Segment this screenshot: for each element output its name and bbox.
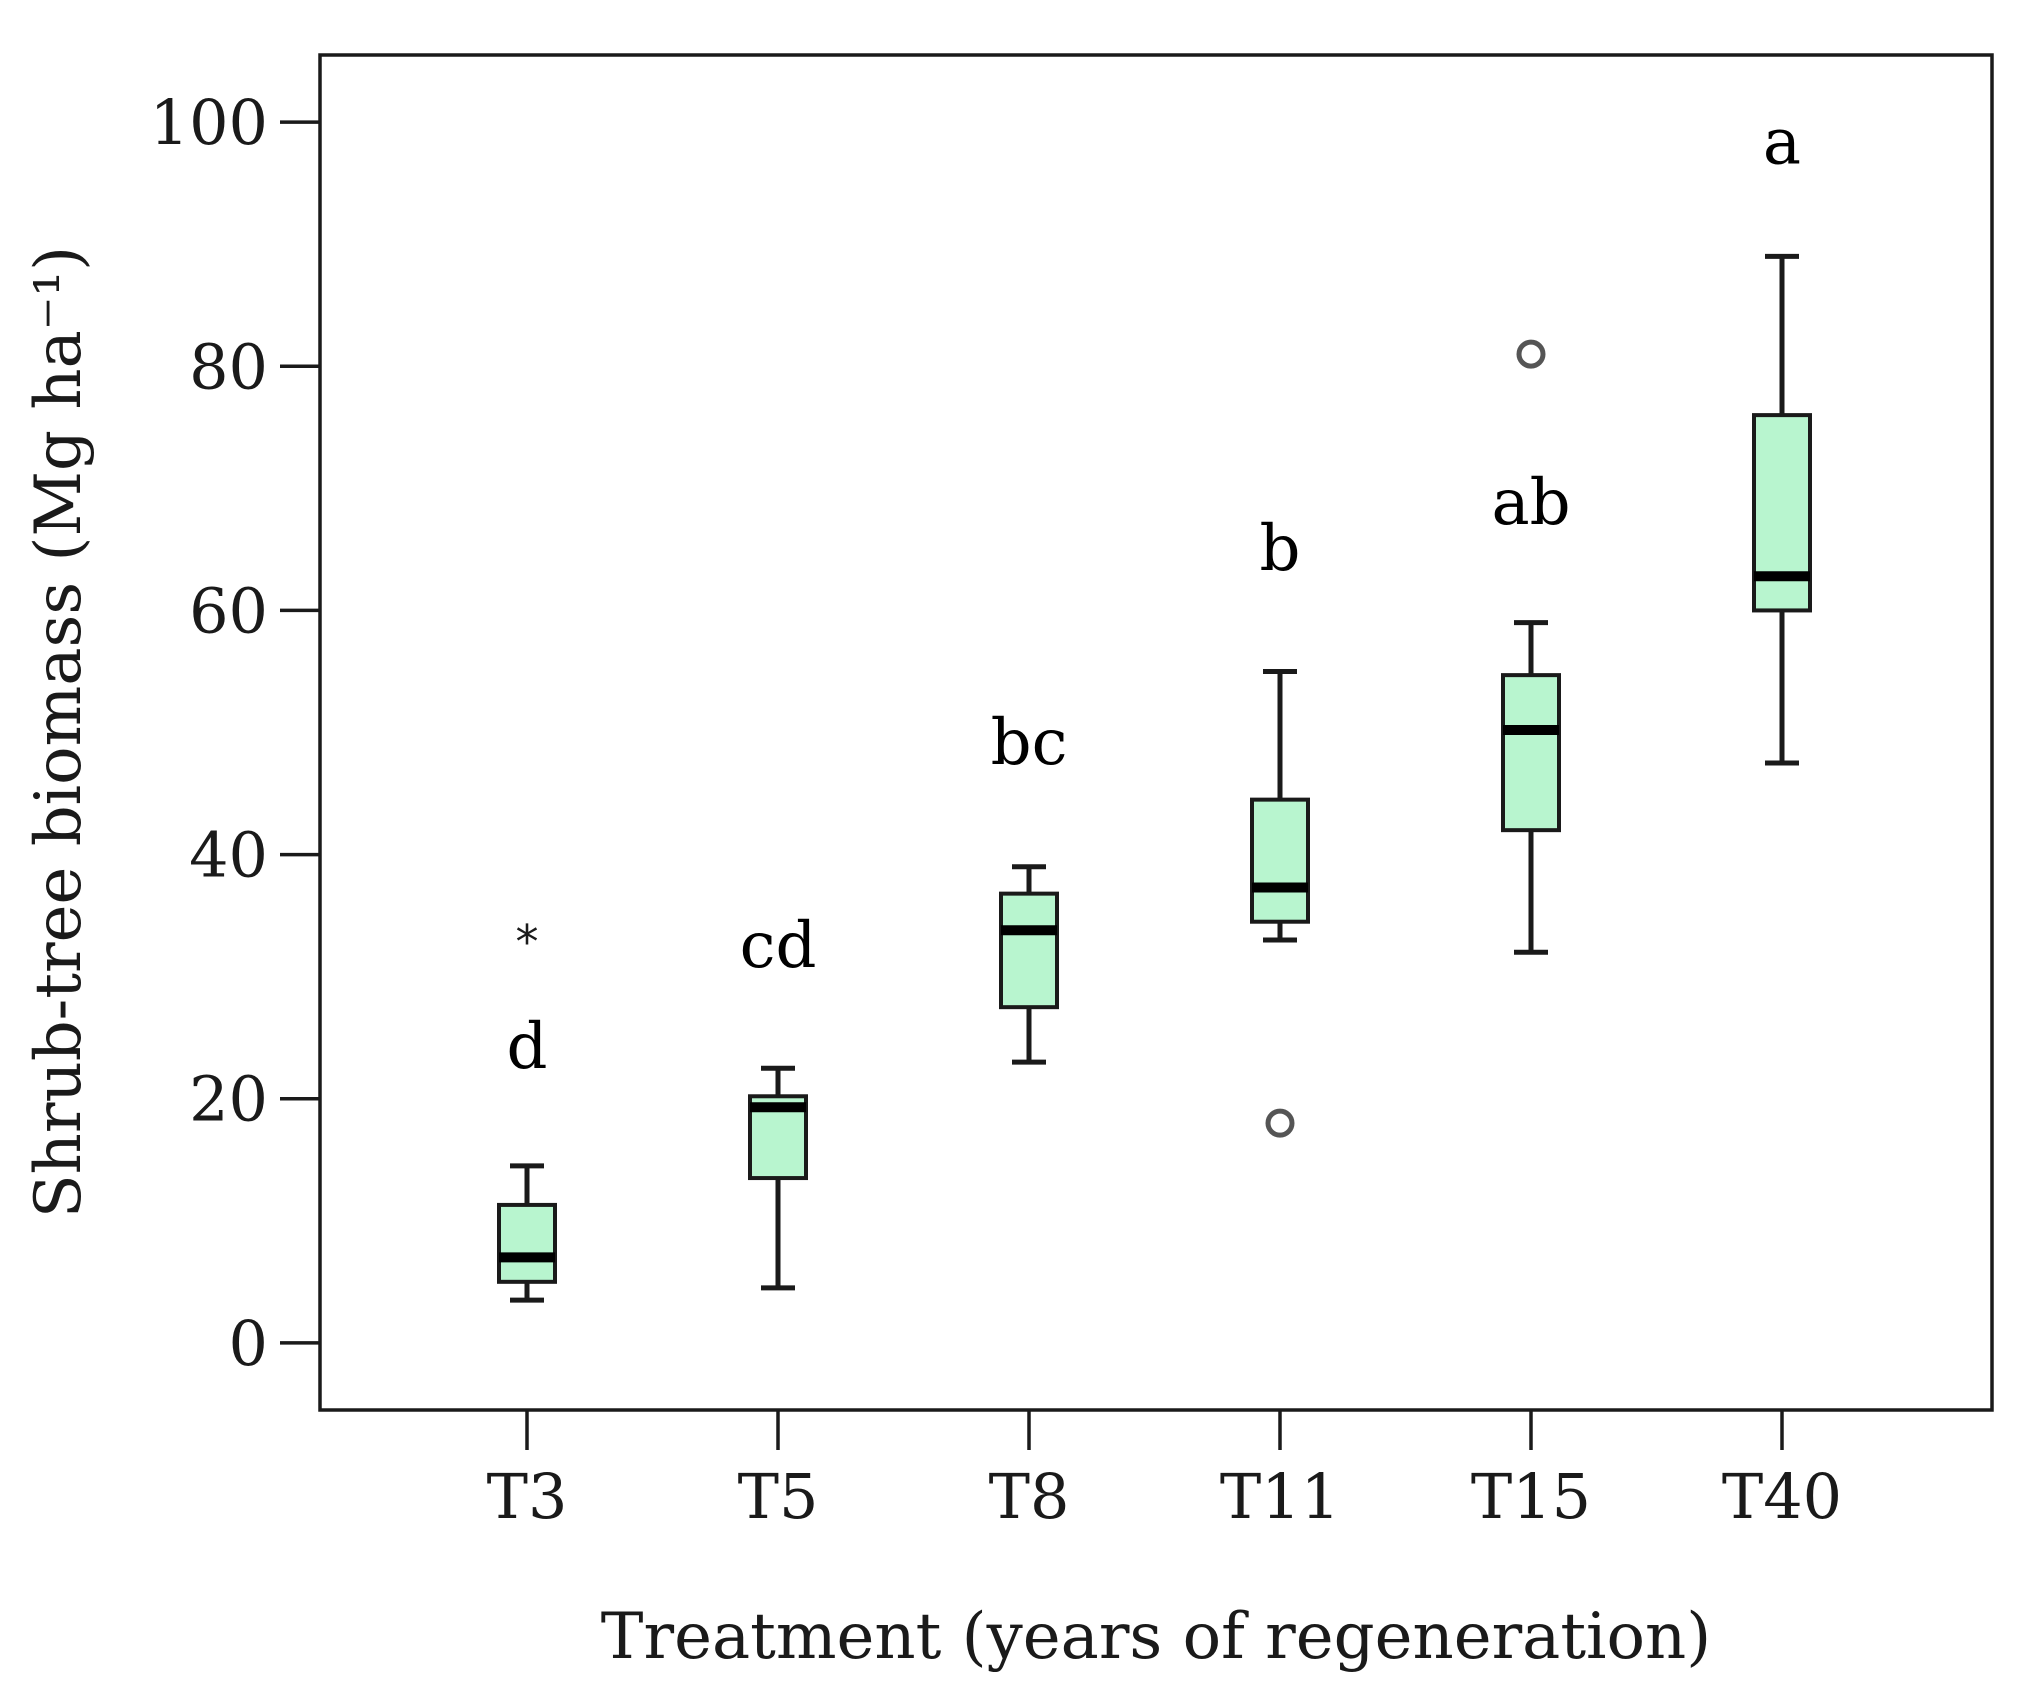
y-axis: 0 20 40 60 80 100 [150, 86, 320, 1380]
iqr-box [1250, 797, 1310, 924]
box-t3: * [497, 915, 557, 1303]
significance-letter-t11: b [1260, 512, 1301, 586]
extreme-point: * [516, 915, 539, 969]
y-tick-label: 20 [189, 1063, 268, 1136]
x-axis: T3 T5 T8 T11 T15 T40 [487, 1410, 1842, 1533]
significance-letter-t3: d [507, 1010, 548, 1084]
box-t5 [748, 1065, 808, 1291]
iqr-box [999, 891, 1059, 1010]
box-series: * [497, 253, 1812, 1303]
x-tick-label: T11 [1220, 1460, 1340, 1533]
y-tick-label: 60 [189, 574, 268, 647]
iqr-box [497, 1202, 557, 1284]
outlier-point [1516, 339, 1546, 369]
x-tick-label: T5 [738, 1460, 819, 1533]
significance-letter-t8: bc [991, 706, 1068, 780]
significance-letters: d cd bc b ab a [507, 106, 1802, 1085]
y-tick-label: 40 [189, 819, 268, 892]
box-t11 [1250, 668, 1310, 1138]
box-t15 [1501, 339, 1561, 955]
y-tick-label: 0 [229, 1307, 268, 1380]
outlier-point [1265, 1108, 1295, 1138]
iqr-box [1501, 673, 1561, 833]
significance-letter-t15: ab [1491, 466, 1570, 540]
y-tick-label: 80 [189, 330, 268, 403]
significance-letter-t5: cd [740, 909, 817, 983]
x-tick-label: T40 [1722, 1460, 1842, 1533]
x-tick-label: T15 [1471, 1460, 1591, 1533]
y-axis-title: Shrub-tree biomass (Mg ha⁻¹) [22, 246, 96, 1218]
x-axis-title: Treatment (years of regeneration) [601, 1600, 1711, 1674]
significance-letter-t40: a [1763, 106, 1801, 180]
y-tick-label: 100 [150, 86, 268, 159]
x-tick-label: T8 [989, 1460, 1070, 1533]
box-t8 [999, 864, 1059, 1065]
plot-frame [318, 53, 1994, 1412]
box-t40 [1752, 253, 1812, 766]
x-tick-label: T3 [487, 1460, 568, 1533]
